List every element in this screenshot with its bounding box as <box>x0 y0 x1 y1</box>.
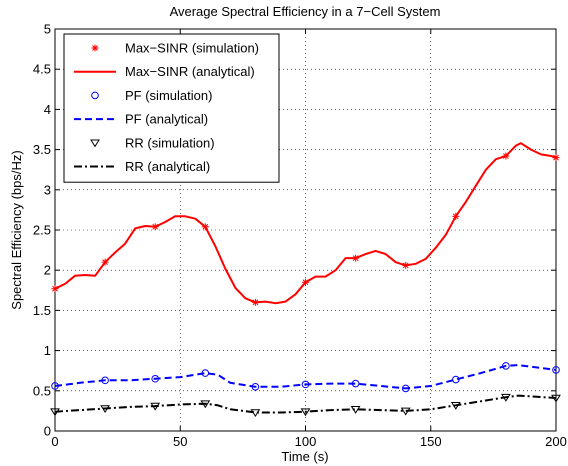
series-line-3 <box>54 364 557 390</box>
y-axis-label: Spectral Efficiency (bps/Hz) <box>9 150 24 309</box>
y-tick-label: 4.5 <box>33 62 51 77</box>
legend-label-0: Max−SINR (simulation) <box>125 41 259 56</box>
grid-lines <box>55 29 556 431</box>
chart-title: Average Spectral Efficiency in a 7−Cell … <box>170 4 441 19</box>
y-tick-label: 3 <box>44 182 51 197</box>
legend-box <box>63 33 280 183</box>
series-line-1 <box>54 142 557 305</box>
legend-label-5: RR (analytical) <box>125 159 210 174</box>
series-line-5 <box>54 394 557 414</box>
legend-label-3: PF (analytical) <box>125 112 208 127</box>
series-group <box>50 142 561 418</box>
x-tick-label: 0 <box>51 434 58 449</box>
legend-marker-0 <box>91 44 99 52</box>
y-tick-label: 2.5 <box>33 223 51 238</box>
x-tick-label: 50 <box>173 434 187 449</box>
legend-marker-4 <box>90 139 100 148</box>
x-tick-label: 150 <box>420 434 442 449</box>
y-tick-label: 3.5 <box>33 142 51 157</box>
legend-label-4: RR (simulation) <box>125 135 215 150</box>
legend: Max−SINR (simulation) Max−SINR (analytica… <box>63 33 280 183</box>
y-tick-label: 0.5 <box>33 383 51 398</box>
legend-label-1: Max−SINR (analytical) <box>125 64 255 79</box>
data-point-4-5 <box>300 408 311 417</box>
y-tick-label: 5 <box>44 22 51 37</box>
legend-label-2: PF (simulation) <box>125 88 212 103</box>
y-tick-label: 1.5 <box>33 303 51 318</box>
y-tick-label: 2 <box>44 263 51 278</box>
axis-ticks: 0 50 100 150 200 0 0.5 1 1.5 2 2.5 3 3.5 4 4.5 5 <box>33 22 567 450</box>
x-axis-label: Time (s) <box>281 449 328 464</box>
x-tick-label: 200 <box>545 434 567 449</box>
y-tick-label: 1 <box>44 343 51 358</box>
data-point-2-10 <box>552 366 560 374</box>
legend-marker-2 <box>91 91 99 100</box>
x-tick-label: 100 <box>295 434 317 449</box>
y-tick-label: 4 <box>44 102 51 117</box>
y-tick-label: 0 <box>44 424 51 439</box>
